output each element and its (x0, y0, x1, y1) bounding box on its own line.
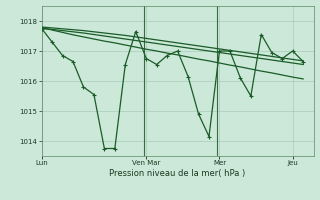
X-axis label: Pression niveau de la mer( hPa ): Pression niveau de la mer( hPa ) (109, 169, 246, 178)
